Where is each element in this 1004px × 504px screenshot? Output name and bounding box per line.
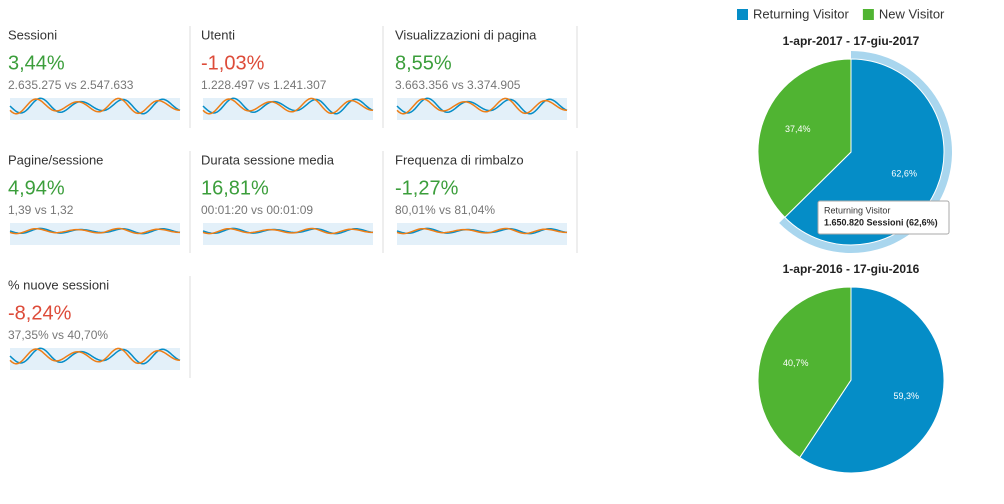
- sparkline-bg: [397, 98, 567, 120]
- legend-swatch: [737, 9, 748, 20]
- pie-label: 40,7%: [783, 358, 809, 368]
- metric-change: 16,81%: [201, 177, 269, 199]
- pie-slice: [784, 58, 945, 246]
- legend-swatch: [862, 9, 874, 20]
- metric-change: -8,24%: [8, 302, 72, 324]
- sparkline: [202, 227, 373, 235]
- pie-slice: [757, 58, 852, 219]
- metric-change: 8,55%: [395, 52, 452, 74]
- pie-label: 62,6%: [891, 169, 917, 179]
- pie-label: 59,3%: [893, 391, 919, 401]
- tooltip-box: [817, 200, 950, 235]
- metric-compare: 1,39 vs 1,32: [8, 203, 74, 217]
- sparkline-bg: [10, 348, 180, 370]
- metric-change: -1,03%: [201, 52, 265, 74]
- legend-label: Returning Visitor: [753, 6, 850, 21]
- metric-name: Utenti: [201, 27, 235, 42]
- metric-compare: 80,01% vs 81,04%: [395, 203, 495, 217]
- sparkline-bg: [203, 223, 373, 245]
- sparkline: [9, 347, 181, 365]
- sparkline-bg: [10, 98, 180, 120]
- metric-change: 4,94%: [8, 177, 65, 199]
- sparkline: [9, 227, 180, 235]
- legend-label: New Visitor: [879, 6, 945, 21]
- hover-halo: [779, 51, 953, 254]
- sparkline-bg: [397, 223, 567, 245]
- sparkline: [9, 97, 181, 115]
- sparkline: [202, 97, 374, 115]
- metric-compare: 1.228.497 vs 1.241.307: [201, 78, 327, 92]
- sparkline-bg: [10, 223, 180, 245]
- tooltip-text: 1.650.820 Sessioni (62,6%): [824, 217, 938, 227]
- sparkline: [396, 97, 568, 115]
- pie-slice: [799, 286, 945, 474]
- metric-name: Pagine/sessione: [8, 152, 103, 167]
- metric-name: Sessioni: [8, 27, 57, 42]
- sparkline-bg: [203, 98, 373, 120]
- metric-name: Durata sessione media: [201, 152, 335, 167]
- pie-label: 37,4%: [785, 124, 811, 134]
- metric-compare: 37,35% vs 40,70%: [8, 328, 108, 342]
- metric-change: 3,44%: [8, 52, 65, 74]
- metric-compare: 3.663.356 vs 3.374.905: [395, 78, 521, 92]
- pie-title: 1-apr-2017 - 17-giu-2017: [783, 34, 920, 48]
- pie-title: 1-apr-2016 - 17-giu-2016: [783, 262, 920, 276]
- metric-compare: 00:01:20 vs 00:01:09: [201, 203, 313, 217]
- metric-change: -1,27%: [395, 177, 459, 199]
- metric-compare: 2.635.275 vs 2.547.633: [8, 78, 134, 92]
- metric-name: Visualizzazioni di pagina: [395, 27, 537, 42]
- sparkline: [396, 227, 567, 235]
- metric-name: Frequenza di rimbalzo: [395, 152, 524, 167]
- pie-slice: [757, 286, 852, 459]
- tooltip-title: Returning Visitor: [824, 205, 890, 215]
- metric-name: % nuove sessioni: [8, 277, 109, 292]
